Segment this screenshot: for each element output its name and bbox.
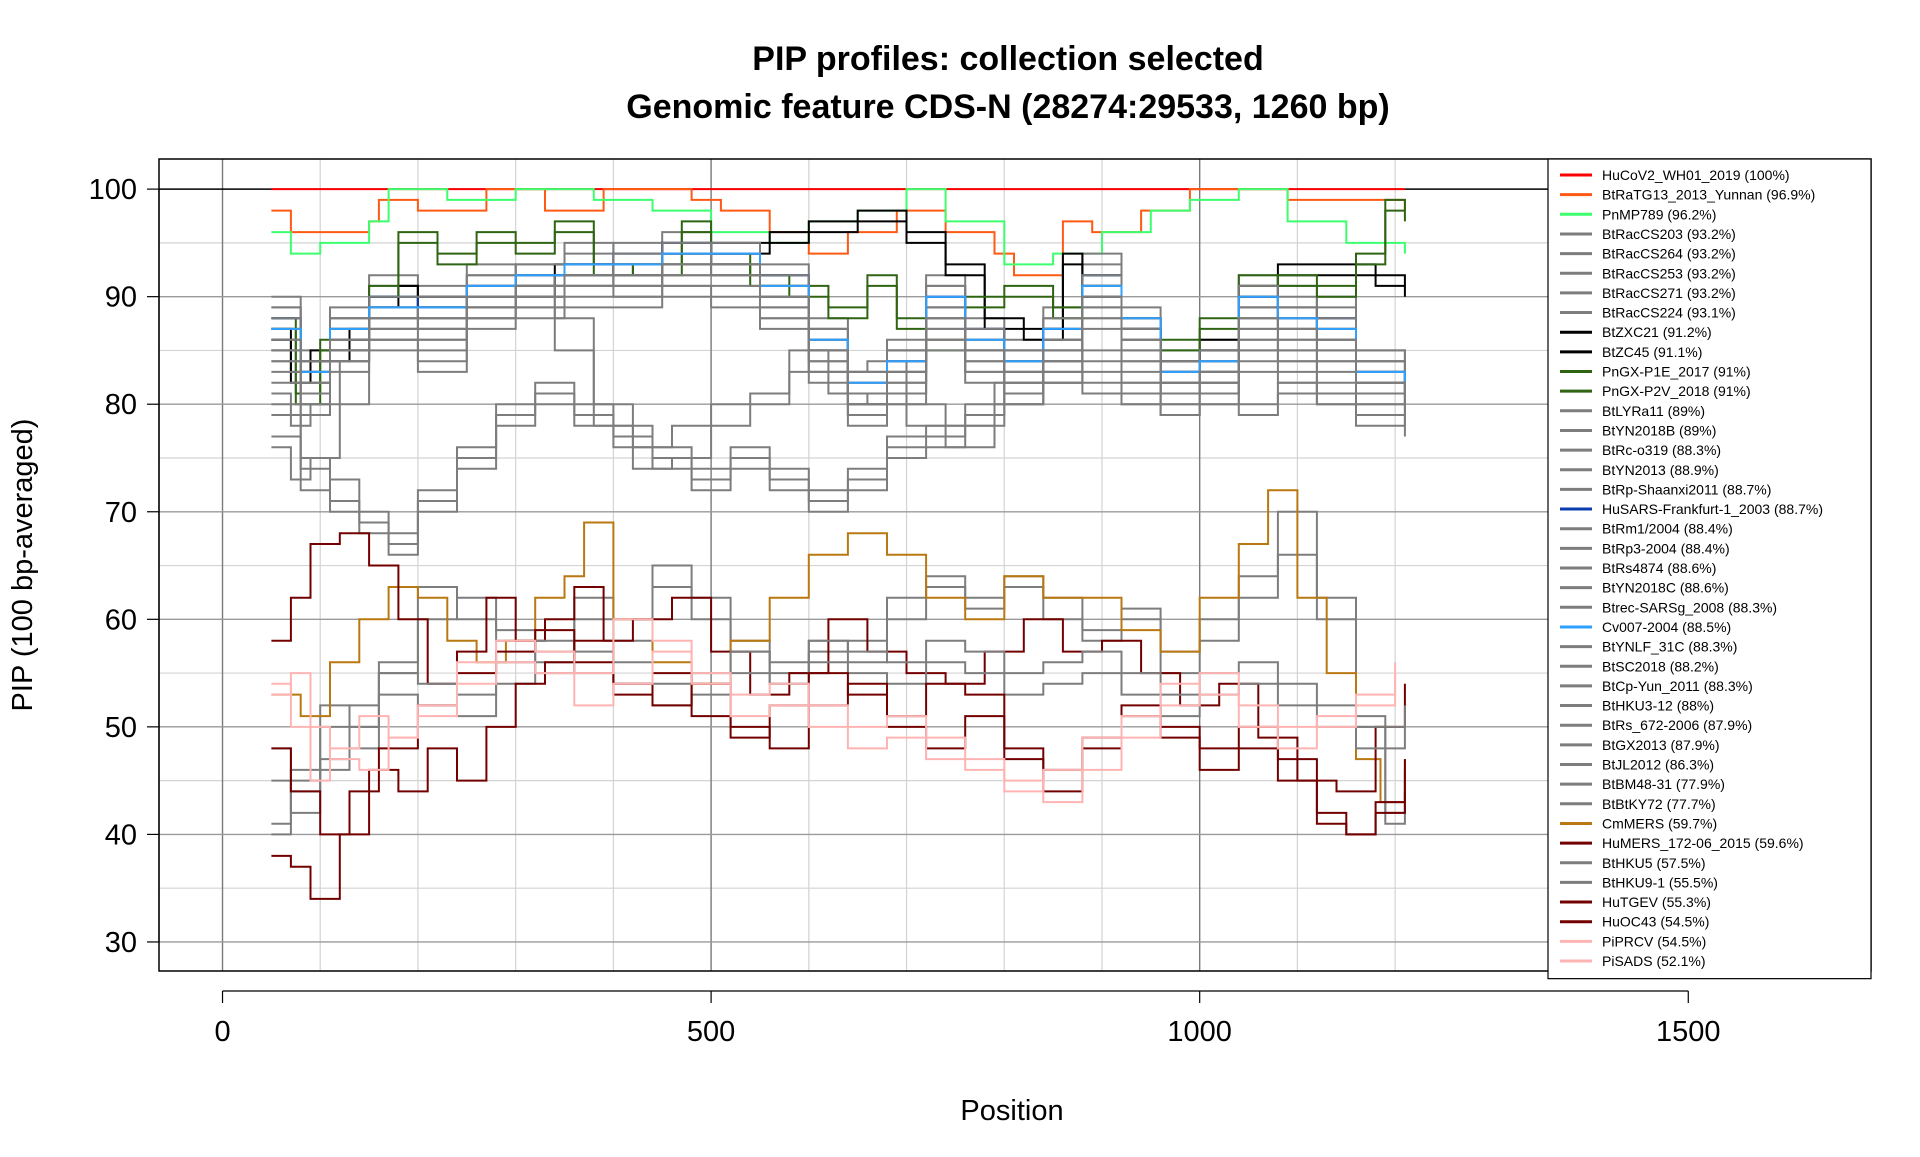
series-line-34 (271, 532, 1406, 793)
series-line-30 (271, 295, 1406, 427)
y-tick-label: 70 (105, 497, 137, 529)
series-line-1 (271, 188, 1406, 277)
legend-label: BtRacCS203 (93.2%) (1602, 226, 1736, 242)
legend-label: HuTGEV (55.3%) (1602, 894, 1711, 910)
legend-label: BtZC45 (91.1%) (1602, 344, 1702, 360)
series-line-16 (271, 360, 1406, 545)
y-axis-label: PIP (100 bp-averaged) (7, 419, 39, 712)
legend-label: BtJL2012 (86.3%) (1602, 757, 1714, 773)
legend-label: BtRs4874 (88.6%) (1602, 560, 1716, 576)
legend-box (1547, 158, 1872, 980)
series-line-21 (271, 252, 1406, 373)
series-line-11 (271, 198, 1406, 395)
series-line-38 (271, 639, 1406, 900)
y-tick-label: 30 (105, 927, 137, 959)
x-tick-label: 0 (214, 1016, 230, 1048)
legend-label: HuSARS-Frankfurt-1_2003 (88.7%) (1602, 501, 1823, 517)
legend-label: BtHKU3-12 (88%) (1602, 698, 1714, 714)
x-tick-label: 1500 (1656, 1016, 1721, 1048)
series-layer (271, 188, 1406, 900)
legend-label: HuMERS_172-06_2015 (59.6%) (1602, 835, 1804, 851)
x-tick-label: 1000 (1167, 1016, 1232, 1048)
legend-label: BtRacCS264 (93.2%) (1602, 246, 1736, 262)
legend-label: BtYN2018B (89%) (1602, 422, 1716, 438)
legend-label: CmMERS (59.7%) (1602, 815, 1717, 831)
legend-label: BtGX2013 (87.9%) (1602, 737, 1720, 753)
y-tick-label: 40 (105, 819, 137, 851)
series-line-19 (271, 241, 1406, 406)
legend-label: BtZXC21 (91.2%) (1602, 324, 1712, 340)
legend-label: PiSADS (52.1%) (1602, 953, 1705, 969)
legend-label: BtRp-Shaanxi2011 (88.7%) (1602, 481, 1771, 497)
legend-label: BtSC2018 (88.2%) (1602, 658, 1719, 674)
legend-label: BtHKU9-1 (55.5%) (1602, 874, 1718, 890)
series-line-33 (271, 489, 1406, 804)
legend-label: HuCoV2_WH01_2019 (100%) (1602, 167, 1790, 183)
legend-label: BtBM48-31 (77.9%) (1602, 776, 1725, 792)
legend-label: BtRm1/2004 (88.4%) (1602, 521, 1733, 537)
legend-label: BtRs_672-2006 (87.9%) (1602, 717, 1752, 733)
series-line-9 (271, 209, 1406, 373)
series-line-36 (271, 661, 1406, 814)
series-line-13 (271, 295, 1406, 481)
y-tick-label: 100 (89, 174, 137, 206)
y-tick-label: 80 (105, 389, 137, 421)
chart-title: PIP profiles: collection selected (752, 40, 1263, 78)
legend-label: PnMP789 (96.2%) (1602, 206, 1716, 222)
y-tick-label: 60 (105, 604, 137, 636)
legend-label: BtBtKY72 (77.7%) (1602, 796, 1716, 812)
chart-subtitle: Genomic feature CDS-N (28274:29533, 1260… (626, 88, 1389, 126)
series-line-40 (271, 650, 1397, 793)
y-tick-label: 50 (105, 712, 137, 744)
legend-label: BtRacCS224 (93.1%) (1602, 305, 1736, 321)
legend-label: BtHKU5 (57.5%) (1602, 855, 1705, 871)
series-line-8 (271, 220, 1406, 384)
legend-label: BtRp3-2004 (88.4%) (1602, 540, 1730, 556)
legend: HuCoV2_WH01_2019 (100%) BtRaTG13_2013_Yun… (1547, 158, 1872, 980)
x-tick-label: 500 (687, 1016, 735, 1048)
legend-label: HuOC43 (54.5%) (1602, 914, 1709, 930)
series-line-39 (271, 618, 1397, 804)
x-axis-label: Position (960, 1095, 1063, 1127)
series-line-32 (271, 510, 1406, 825)
legend-label: BtYNLF_31C (88.3%) (1602, 639, 1737, 655)
series-line-15 (271, 349, 1406, 535)
legend-label: BtLYRa11 (89%) (1602, 403, 1705, 419)
series-line-14 (271, 370, 1406, 556)
series-line-37 (271, 629, 1406, 836)
y-tick-label: 90 (105, 282, 137, 314)
legend-label: Btrec-SARSg_2008 (88.3%) (1602, 599, 1777, 615)
legend-label: PiPRCV (54.5%) (1602, 933, 1706, 949)
legend-label: BtRc-o319 (88.3%) (1602, 442, 1721, 458)
legend-label: Cv007-2004 (88.5%) (1602, 619, 1731, 635)
legend-label: BtRaTG13_2013_Yunnan (96.9%) (1602, 187, 1815, 203)
legend-label: BtRacCS253 (93.2%) (1602, 265, 1736, 281)
legend-label: BtRacCS271 (93.2%) (1602, 285, 1736, 301)
legend-label: PnGX-P2V_2018 (91%) (1602, 383, 1751, 399)
legend-label: BtCp-Yun_2011 (88.3%) (1602, 678, 1753, 694)
legend-label: BtYN2013 (88.9%) (1602, 462, 1719, 478)
legend-label: PnGX-P1E_2017 (91%) (1602, 364, 1751, 380)
legend-label: BtYN2018C (88.6%) (1602, 580, 1729, 596)
